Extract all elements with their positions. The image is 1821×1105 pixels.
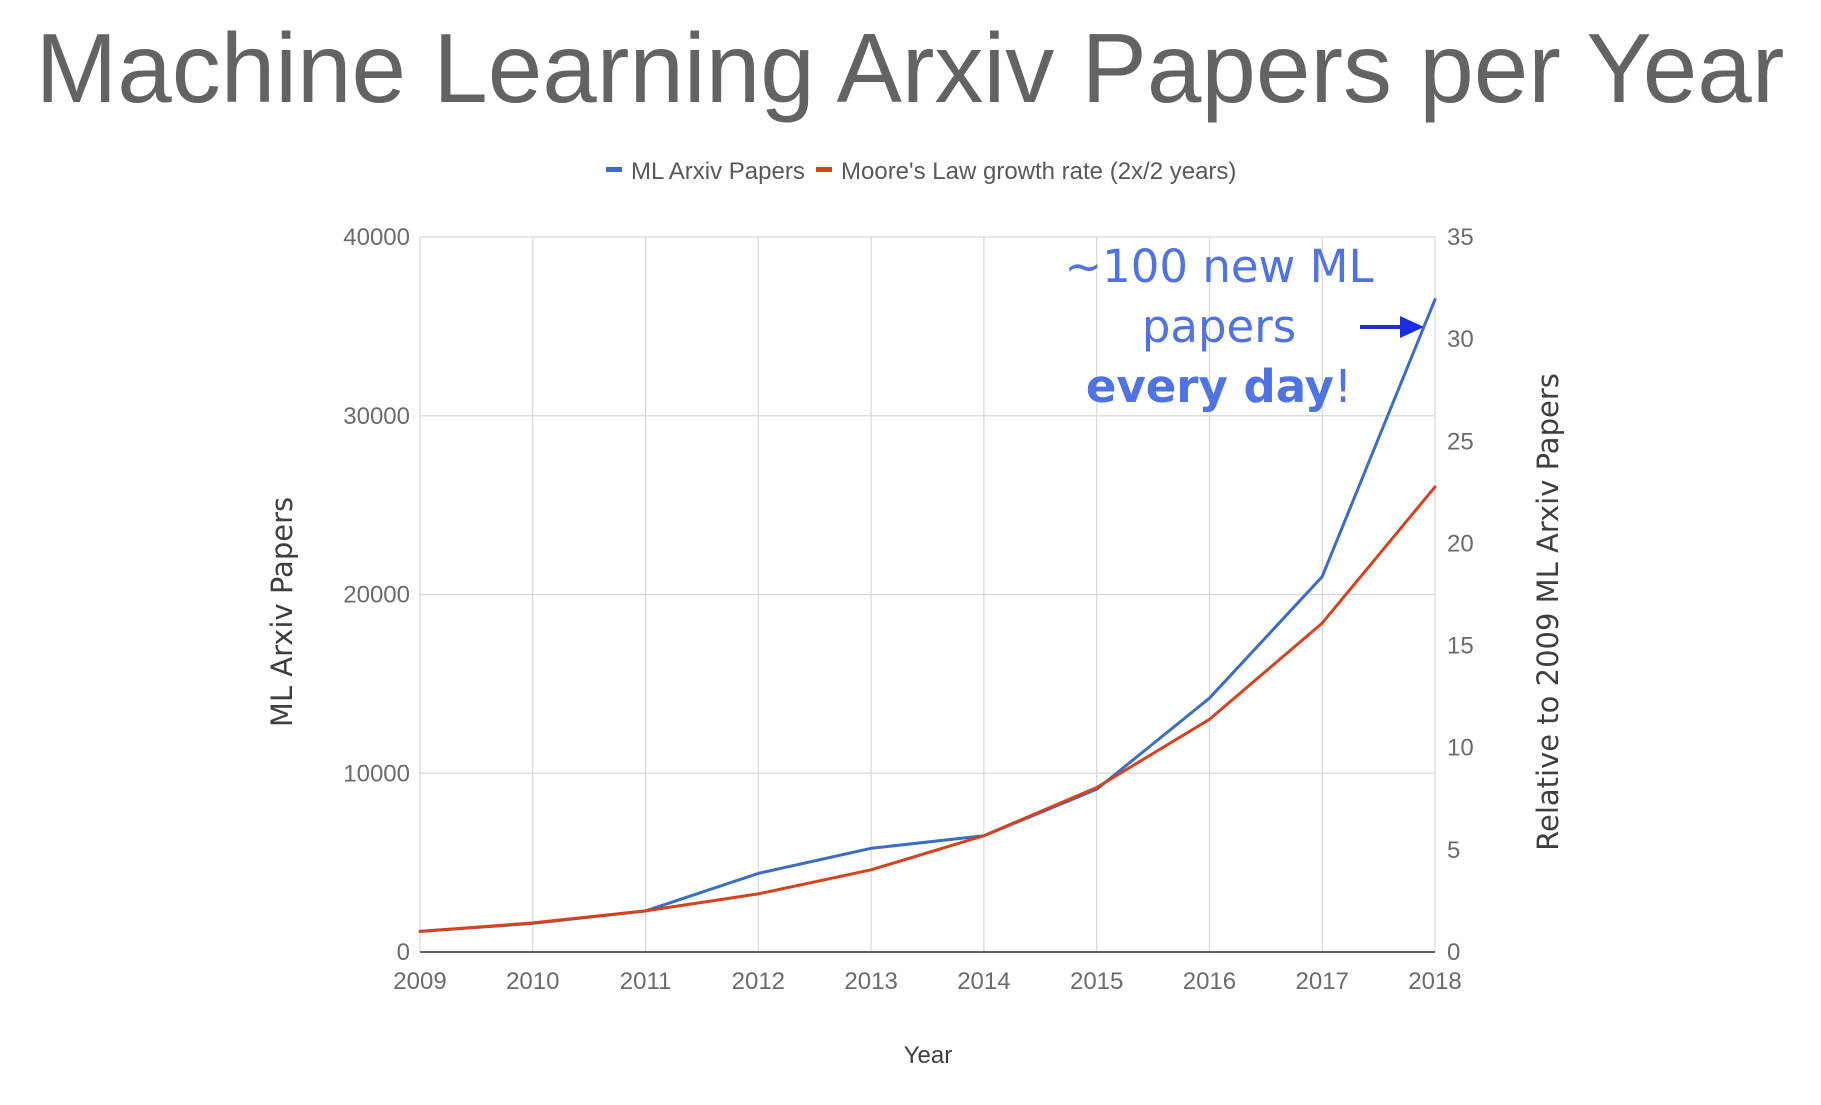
x-axis-ticks: 2009 2010 2011 2012 2013 2014 2015 2016 2017 2018 (393, 968, 1461, 995)
y2-axis-ticks: 0 5 10 15 20 25 30 35 (1447, 224, 1474, 966)
y2-tick-label: 5 (1447, 837, 1460, 864)
annotation-arrow-head (1400, 316, 1424, 338)
y-axis-ticks: 0 10000 20000 30000 40000 (343, 224, 410, 966)
y2-tick-label: 20 (1447, 530, 1474, 557)
y2-tick-label: 10 (1447, 735, 1474, 762)
series-line-moores-law (418, 485, 1437, 933)
legend-label-moores-law: Moore's Law growth rate (2x/2 years) (841, 158, 1236, 185)
y-tick-label: 20000 (343, 582, 410, 609)
x-tick-label: 2017 (1296, 968, 1349, 995)
y2-tick-label: 25 (1447, 428, 1474, 455)
x-tick-label: 2012 (732, 968, 785, 995)
x-tick-label: 2014 (957, 968, 1010, 995)
legend-label-ml-papers: ML Arxiv Papers (631, 158, 805, 185)
y-tick-label: 40000 (343, 224, 410, 251)
y2-axis-title: Relative to 2009 ML Arxiv Papers (1531, 373, 1565, 851)
y2-tick-label: 35 (1447, 224, 1474, 251)
legend-swatch-moores-law (816, 167, 832, 172)
legend-swatch-ml-papers (606, 167, 622, 172)
annotation-line-3: every day! (1086, 360, 1352, 413)
x-tick-label: 2010 (506, 968, 559, 995)
series-lines (418, 298, 1437, 933)
gridlines (419, 236, 1436, 953)
annotation-exclamation: ! (1334, 360, 1352, 413)
y-tick-label: 0 (397, 939, 410, 966)
y2-tick-label: 0 (1447, 939, 1460, 966)
annotation: ~100 new ML papers every day! (1064, 240, 1424, 413)
x-tick-label: 2016 (1183, 968, 1236, 995)
legend: ML Arxiv Papers Moore's Law growth rate … (606, 158, 1236, 185)
x-tick-label: 2013 (844, 968, 897, 995)
chart-title: Machine Learning Arxiv Papers per Year (36, 13, 1785, 123)
x-tick-label: 2009 (393, 968, 446, 995)
annotation-line-2: papers (1142, 300, 1296, 353)
x-tick-label: 2015 (1070, 968, 1123, 995)
y-tick-label: 30000 (343, 403, 410, 430)
y2-tick-label: 30 (1447, 326, 1474, 353)
y-tick-label: 10000 (343, 760, 410, 787)
y-axis-title: ML Arxiv Papers (265, 497, 299, 727)
x-tick-label: 2011 (620, 968, 672, 995)
y2-tick-label: 15 (1447, 633, 1474, 660)
x-tick-label: 2018 (1408, 968, 1461, 995)
x-axis-title: Year (904, 1042, 953, 1069)
annotation-emphasis: every day (1086, 360, 1334, 413)
annotation-line-1: ~100 new ML (1064, 240, 1373, 293)
